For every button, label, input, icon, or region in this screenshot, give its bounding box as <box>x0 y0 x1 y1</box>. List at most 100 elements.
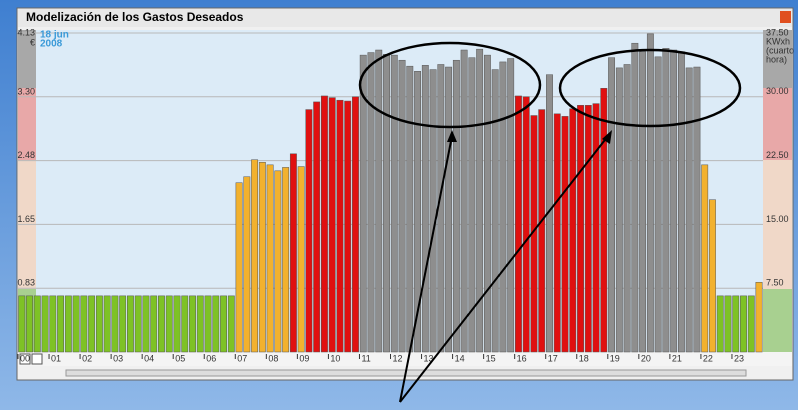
bar <box>577 105 584 353</box>
bar <box>297 166 305 353</box>
bar <box>685 67 693 353</box>
next-button[interactable] <box>31 353 43 365</box>
bar <box>251 159 259 353</box>
annotation-ellipse <box>358 41 542 129</box>
x-tick-label: 05 <box>175 353 185 363</box>
x-tick-label: 06 <box>206 353 216 363</box>
y2-tick-label: 37.50 <box>766 27 789 37</box>
bar <box>321 95 328 353</box>
x-tick-label: 20 <box>641 353 651 363</box>
bar <box>515 95 522 353</box>
bar <box>258 162 266 353</box>
y2-tick-label: 15.00 <box>766 214 789 224</box>
bar <box>701 164 709 353</box>
x-tick-label: 21 <box>672 353 682 363</box>
close-button[interactable] <box>780 11 791 23</box>
y-tick-label: 3.30 <box>17 86 35 96</box>
annotation-ellipse <box>558 48 742 128</box>
x-tick-label: 09 <box>299 353 309 363</box>
y-tick-label: 0.83 <box>17 277 35 287</box>
bar <box>740 295 747 353</box>
bar <box>654 56 662 353</box>
y-tick-label: 1.65 <box>17 214 35 224</box>
bar <box>344 100 352 353</box>
bar <box>235 182 243 353</box>
date-label: 18 jun <box>40 30 69 41</box>
bar <box>95 295 103 353</box>
bar <box>18 295 26 353</box>
x-tick-label: 15 <box>486 353 496 363</box>
y2-tick-label: 7.50 <box>766 278 784 288</box>
x-tick-label: 11 <box>361 353 370 363</box>
bar <box>227 295 235 353</box>
bar <box>383 54 390 353</box>
x-tick-label: 12 <box>393 353 403 363</box>
y2-axis-label: hora) <box>766 54 787 64</box>
bar <box>336 99 344 353</box>
y2-axis-label: KWxh <box>766 36 790 46</box>
bar <box>670 49 678 353</box>
bar <box>158 295 165 353</box>
bar <box>181 295 189 353</box>
bar <box>72 295 80 353</box>
bar <box>716 295 724 353</box>
bar <box>189 295 196 353</box>
bar <box>584 105 592 353</box>
y-axis-label: € <box>30 37 35 47</box>
window-title: Modelización de los Gastos Deseados <box>26 10 244 24</box>
bar <box>755 281 763 353</box>
arrow <box>399 135 609 403</box>
bar <box>600 88 608 353</box>
band <box>763 88 792 160</box>
bar <box>592 103 600 353</box>
bar <box>305 109 313 353</box>
x-tick-label: 07 <box>237 353 247 363</box>
bar <box>282 167 290 353</box>
prev-button[interactable] <box>19 353 31 365</box>
x-axis-strip <box>18 352 792 366</box>
bar <box>631 42 639 353</box>
x-tick-label: 02 <box>82 353 92 363</box>
bar <box>522 96 530 353</box>
bar <box>243 176 251 353</box>
y2-tick-label: 30.00 <box>766 86 789 96</box>
bar <box>119 295 127 353</box>
x-tick-label: 18 <box>579 353 589 363</box>
bar <box>491 69 499 353</box>
bar <box>328 97 336 353</box>
bar <box>747 295 755 353</box>
bar <box>367 52 375 353</box>
band <box>18 30 36 88</box>
x-tick-label: 23 <box>734 353 744 363</box>
bar <box>662 48 670 353</box>
bar <box>204 295 212 353</box>
x-tick-label: 14 <box>455 353 465 363</box>
bar <box>693 66 701 353</box>
bar <box>414 71 421 353</box>
bar <box>406 65 414 353</box>
bar <box>623 64 631 353</box>
bar <box>615 67 623 353</box>
x-tick-label: 03 <box>113 353 123 363</box>
y2-axis-label: (cuarto <box>766 45 794 55</box>
bar <box>646 33 654 353</box>
bar <box>677 51 685 353</box>
band <box>763 160 792 289</box>
bar <box>26 295 33 353</box>
y-tick-label: 4.13 <box>17 27 35 37</box>
bar <box>569 108 577 353</box>
x-tick-label: 19 <box>610 353 620 363</box>
bar <box>103 295 111 353</box>
bar <box>375 49 383 353</box>
arrow-head <box>602 130 612 144</box>
band <box>763 30 792 88</box>
x-tick-label: 04 <box>144 353 154 363</box>
band <box>18 88 36 160</box>
bar <box>359 54 367 353</box>
bar <box>220 295 227 353</box>
bar <box>421 65 429 353</box>
bar <box>289 153 297 353</box>
bar <box>732 295 740 353</box>
bar <box>468 57 476 353</box>
